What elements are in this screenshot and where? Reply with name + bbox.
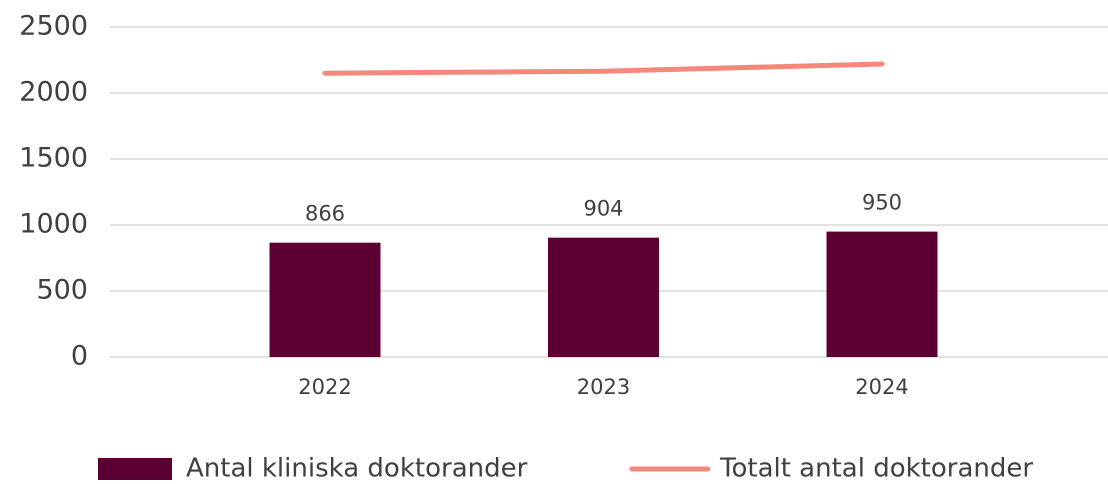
y-tick-label: 2500	[19, 11, 88, 42]
data-label: 866	[305, 202, 345, 226]
bar	[548, 237, 659, 357]
y-tick-label: 2000	[19, 77, 88, 108]
legend-label: Totalt antal doktorander	[719, 454, 1033, 484]
x-tick-label: 2022	[298, 375, 351, 399]
line	[322, 61, 885, 76]
legend-swatch	[98, 458, 172, 480]
x-tick-label: 2024	[855, 375, 908, 399]
data-label: 950	[862, 191, 902, 215]
x-tick-label: 2023	[577, 375, 630, 399]
bar	[269, 242, 381, 357]
legend-label: Antal kliniska doktorander	[186, 454, 528, 484]
y-tick-label: 1500	[19, 143, 88, 174]
y-tick-label: 0	[71, 341, 88, 372]
data-label: 904	[583, 197, 623, 221]
y-tick-label: 1000	[19, 209, 88, 240]
y-tick-label: 500	[36, 275, 88, 306]
bar	[826, 231, 938, 357]
